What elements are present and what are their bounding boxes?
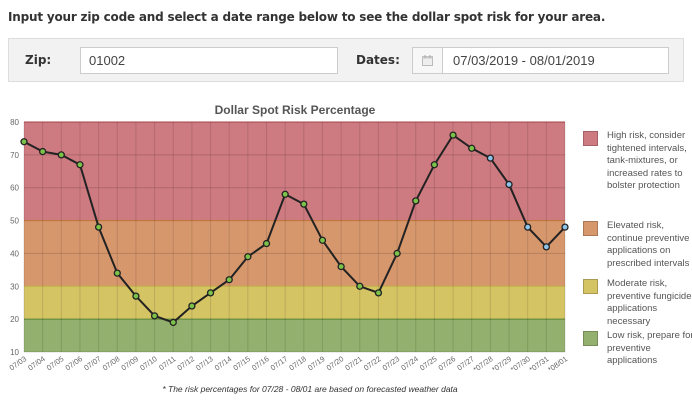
x-tick-label: *07/29 bbox=[490, 354, 513, 374]
legend-swatch bbox=[583, 279, 598, 294]
y-tick-label: 20 bbox=[10, 315, 19, 324]
date-range-input[interactable]: 07/03/2019 - 08/01/2019 bbox=[442, 47, 669, 74]
x-tick-label: 07/04 bbox=[26, 354, 47, 372]
data-point bbox=[113, 269, 121, 277]
footnote: * The risk percentages for 07/28 - 08/01… bbox=[162, 384, 458, 394]
data-point bbox=[430, 161, 439, 169]
data-point bbox=[281, 190, 289, 198]
data-point bbox=[132, 292, 140, 300]
x-tick-label: 07/25 bbox=[418, 354, 439, 372]
legend-label: Moderate risk, preventive fungicide appl… bbox=[607, 278, 692, 327]
x-tick-label: 07/05 bbox=[45, 354, 66, 372]
x-tick-label: 07/07 bbox=[82, 354, 103, 372]
x-tick-label: 07/10 bbox=[138, 354, 159, 372]
legend-label: Elevated risk, continue preventive appli… bbox=[607, 220, 690, 269]
data-point bbox=[374, 289, 383, 297]
data-point bbox=[206, 289, 215, 297]
data-point bbox=[468, 144, 476, 152]
data-point bbox=[244, 253, 252, 261]
x-tick-label: 07/09 bbox=[120, 354, 141, 372]
dates-label: Dates: bbox=[356, 53, 400, 67]
data-point bbox=[300, 200, 308, 208]
x-tick-label: 07/06 bbox=[64, 354, 85, 372]
y-tick-label: 10 bbox=[10, 348, 19, 357]
search-form: Zip: 01002 Dates: 07/03/2019 - 08/01/201… bbox=[8, 38, 684, 82]
data-point bbox=[94, 223, 103, 231]
x-tick-label: *08/01 bbox=[546, 354, 569, 374]
data-point bbox=[20, 138, 28, 146]
data-point bbox=[76, 161, 84, 169]
x-tick-label: 07/24 bbox=[399, 354, 420, 372]
data-point bbox=[169, 318, 177, 327]
legend-swatch bbox=[583, 221, 598, 236]
data-point bbox=[356, 282, 364, 290]
x-tick-label: 07/20 bbox=[325, 354, 346, 372]
data-point bbox=[57, 151, 65, 159]
x-tick-label: *07/30 bbox=[509, 354, 532, 374]
data-point bbox=[337, 262, 345, 271]
legend-label: High risk, consider tightened intervals,… bbox=[607, 130, 687, 191]
y-tick-label: 40 bbox=[10, 249, 19, 258]
x-tick-label: 07/22 bbox=[362, 354, 383, 372]
calendar-icon[interactable] bbox=[412, 47, 443, 74]
data-point bbox=[188, 302, 196, 310]
x-tick-label: 07/18 bbox=[287, 354, 308, 372]
risk-band bbox=[24, 122, 565, 221]
zip-label: Zip: bbox=[25, 53, 52, 67]
x-tick-label: *07/31 bbox=[528, 354, 551, 374]
risk-band bbox=[24, 220, 565, 287]
data-point bbox=[393, 249, 401, 258]
forecast-point bbox=[524, 223, 532, 231]
data-point bbox=[225, 276, 233, 284]
zip-input[interactable]: 01002 bbox=[80, 47, 338, 74]
x-tick-label: 07/17 bbox=[269, 354, 290, 372]
x-tick-label: 07/13 bbox=[194, 354, 215, 372]
forecast-point bbox=[561, 223, 569, 231]
legend-swatch bbox=[583, 331, 598, 346]
data-point bbox=[39, 147, 47, 156]
y-tick-label: 50 bbox=[10, 217, 19, 226]
x-tick-label: 07/11 bbox=[157, 354, 177, 372]
x-tick-label: 07/08 bbox=[101, 354, 122, 372]
x-tick-label: 07/14 bbox=[213, 354, 234, 372]
forecast-point bbox=[542, 243, 550, 251]
x-tick-label: 07/23 bbox=[381, 354, 402, 372]
forecast-point bbox=[505, 180, 513, 189]
y-tick-label: 70 bbox=[10, 151, 19, 160]
intro-text: Input your zip code and select a date ra… bbox=[8, 10, 606, 24]
risk-band bbox=[24, 319, 565, 352]
data-point bbox=[449, 131, 457, 139]
x-tick-label: 07/16 bbox=[250, 354, 271, 372]
y-tick-label: 60 bbox=[10, 184, 19, 193]
x-tick-label: 07/15 bbox=[231, 354, 252, 372]
data-point bbox=[318, 236, 327, 244]
forecast-point bbox=[486, 154, 495, 162]
x-tick-label: 07/12 bbox=[175, 354, 196, 372]
x-tick-label: 07/21 bbox=[343, 354, 364, 372]
x-tick-label: 07/26 bbox=[437, 354, 458, 372]
x-tick-label: *07/28 bbox=[472, 354, 495, 374]
data-point bbox=[412, 197, 420, 205]
data-point bbox=[262, 239, 271, 248]
data-point bbox=[150, 312, 159, 320]
legend-label: Low risk, prepare for preventive applica… bbox=[607, 330, 692, 366]
legend-swatch bbox=[583, 131, 598, 146]
y-tick-label: 80 bbox=[10, 118, 19, 127]
x-tick-label: 07/19 bbox=[306, 354, 327, 372]
risk-band bbox=[24, 286, 565, 320]
chart-title: Dollar Spot Risk Percentage bbox=[215, 103, 376, 117]
y-tick-label: 30 bbox=[10, 282, 19, 291]
